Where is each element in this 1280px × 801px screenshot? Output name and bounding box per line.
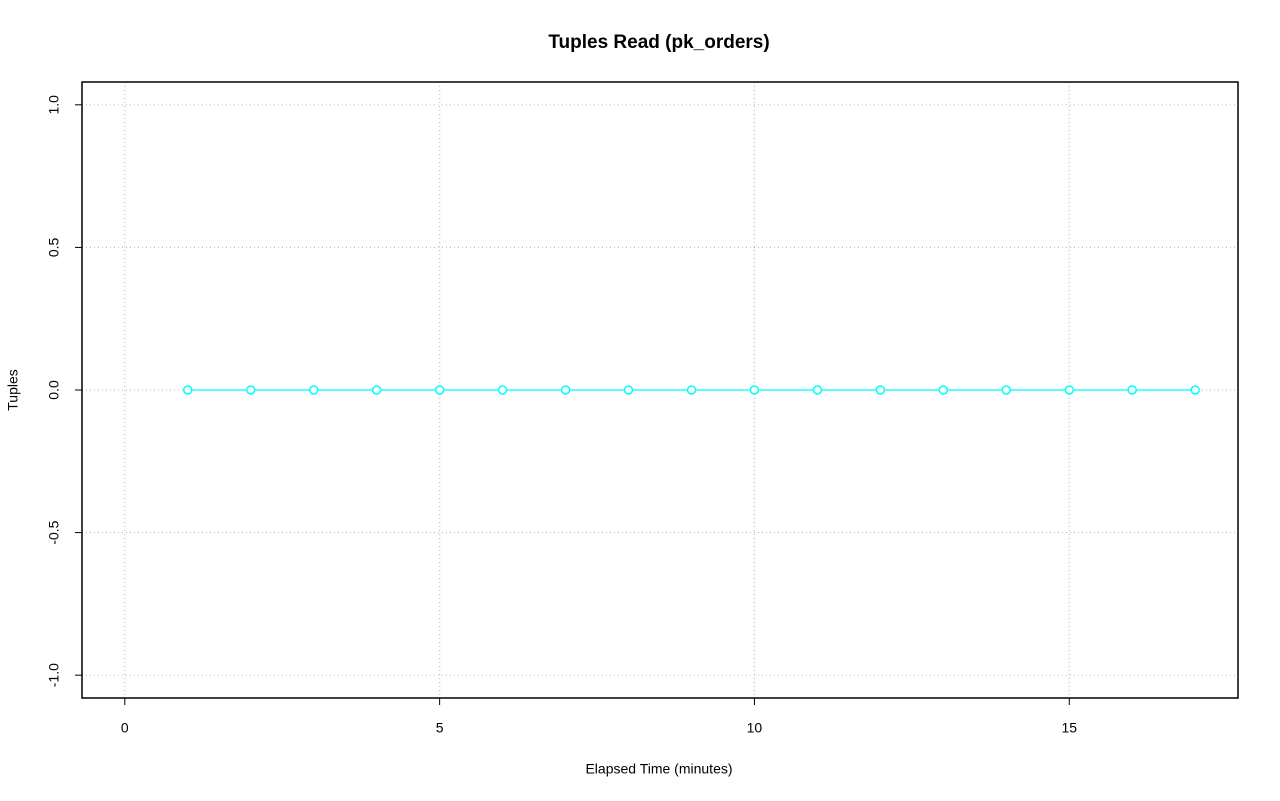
data-point (686, 385, 697, 395)
y-tick-label: 1.0 (46, 95, 62, 115)
data-point (1127, 385, 1137, 395)
data-point (308, 385, 319, 395)
x-tick-label: 15 (1061, 720, 1077, 736)
data-point (434, 385, 445, 395)
y-tick-label: 0.5 (46, 237, 62, 257)
x-tick-label: 10 (747, 720, 763, 736)
data-point (497, 385, 508, 395)
data-point (812, 385, 823, 395)
y-tick-label: 0.0 (46, 380, 62, 400)
x-axis-label: Elapsed Time (minutes) (585, 761, 732, 777)
data-point (623, 385, 634, 395)
y-tick-label: -0.5 (46, 520, 62, 544)
y-tick-label: -1.0 (46, 663, 62, 687)
data-point (875, 385, 886, 395)
data-point (938, 385, 949, 395)
data-point (1190, 385, 1200, 395)
x-tick-label: 5 (436, 720, 444, 736)
data-point (371, 385, 382, 395)
y-axis-label: Tuples (5, 369, 21, 411)
plot-frame (81, 81, 1239, 699)
data-point (245, 385, 256, 395)
data-point (749, 385, 760, 395)
data-point (1001, 385, 1012, 395)
chart-title: Tuples Read (pk_orders) (548, 32, 769, 53)
data-point (183, 385, 193, 395)
data-point (1064, 385, 1075, 395)
data-point (560, 385, 571, 395)
x-tick-label: 0 (121, 720, 129, 736)
